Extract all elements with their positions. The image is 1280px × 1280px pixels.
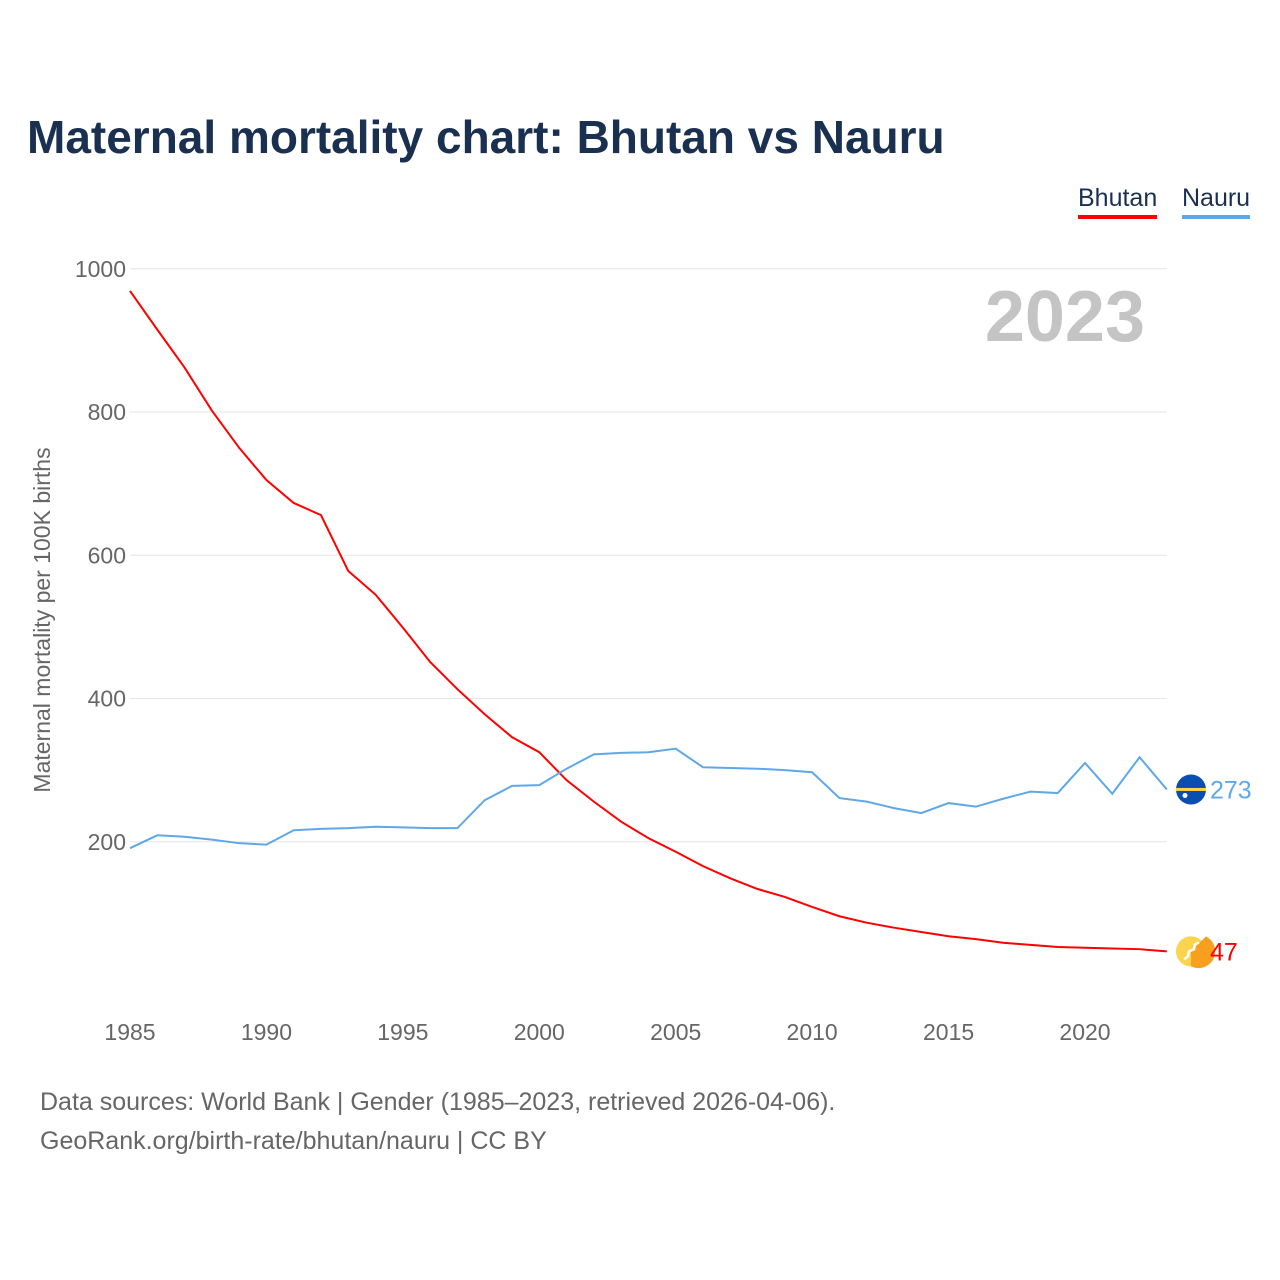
x-tick-label: 1990 bbox=[241, 1019, 292, 1045]
bhutan-dragon-icon bbox=[1183, 941, 1200, 961]
x-tick-label: 2005 bbox=[650, 1019, 701, 1045]
series-line-nauru bbox=[129, 747, 1168, 850]
source-link[interactable]: GeoRank.org/birth-rate/bhutan/nauru | CC… bbox=[40, 1127, 547, 1155]
nauru-flag-star bbox=[1182, 792, 1188, 798]
end-value-label-nauru: 273 bbox=[1210, 776, 1252, 804]
bhutan-flag-icon-orange bbox=[1191, 936, 1216, 969]
y-tick-label: 1000 bbox=[75, 256, 126, 282]
chart-title: Maternal mortality chart: Bhutan vs Naur… bbox=[27, 111, 945, 163]
y-tick-label: 200 bbox=[88, 829, 126, 855]
x-tick-label: 1985 bbox=[104, 1019, 155, 1045]
end-value-label-bhutan: 47 bbox=[1210, 938, 1238, 966]
series-line-bhutan bbox=[129, 290, 1167, 953]
y-tick-label: 400 bbox=[88, 686, 126, 712]
source-text: Data sources: World Bank | Gender (1985–… bbox=[40, 1088, 836, 1116]
x-tick-label: 2020 bbox=[1059, 1019, 1110, 1045]
x-tick-label: 2000 bbox=[514, 1019, 565, 1045]
x-tick-label: 2015 bbox=[923, 1019, 974, 1045]
legend-nauru[interactable]: Nauru bbox=[1182, 184, 1251, 219]
year-watermark: 2023 bbox=[985, 277, 1145, 357]
x-tick-label: 2010 bbox=[787, 1019, 838, 1045]
y-tick-label: 800 bbox=[88, 399, 126, 425]
nauru-flag-stripe bbox=[1176, 787, 1206, 791]
y-axis-label: Maternal mortality per 100K births bbox=[29, 447, 55, 792]
x-tick-label: 1995 bbox=[377, 1019, 428, 1045]
y-tick-label: 600 bbox=[88, 542, 126, 568]
legend-bhutan[interactable]: Bhutan bbox=[1078, 184, 1158, 219]
